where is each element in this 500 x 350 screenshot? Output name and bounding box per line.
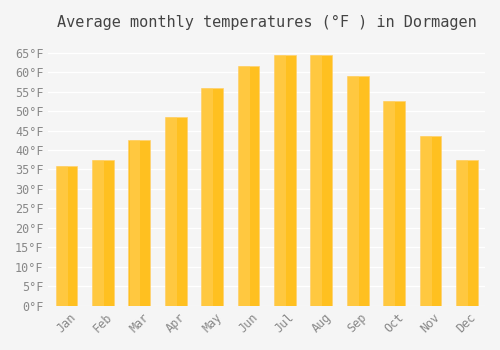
Bar — [348, 76, 358, 306]
Bar — [56, 166, 78, 306]
Bar — [346, 76, 368, 306]
Bar — [420, 136, 432, 306]
Title: Average monthly temperatures (°F ) in Dormagen: Average monthly temperatures (°F ) in Do… — [57, 15, 476, 30]
Bar — [274, 55, 296, 306]
Bar — [93, 160, 104, 306]
Bar — [92, 160, 114, 306]
Bar — [166, 117, 177, 306]
Bar — [312, 55, 322, 306]
Bar — [310, 55, 332, 306]
Bar — [456, 160, 477, 306]
Bar — [201, 88, 223, 306]
Bar — [420, 136, 442, 306]
Bar — [457, 160, 468, 306]
Bar — [202, 88, 213, 306]
Bar — [238, 66, 250, 306]
Bar — [275, 55, 286, 306]
Bar — [56, 166, 68, 306]
Bar — [165, 117, 186, 306]
Bar — [383, 101, 405, 306]
Bar — [130, 140, 140, 306]
Bar — [238, 66, 260, 306]
Bar — [128, 140, 150, 306]
Bar — [384, 101, 395, 306]
